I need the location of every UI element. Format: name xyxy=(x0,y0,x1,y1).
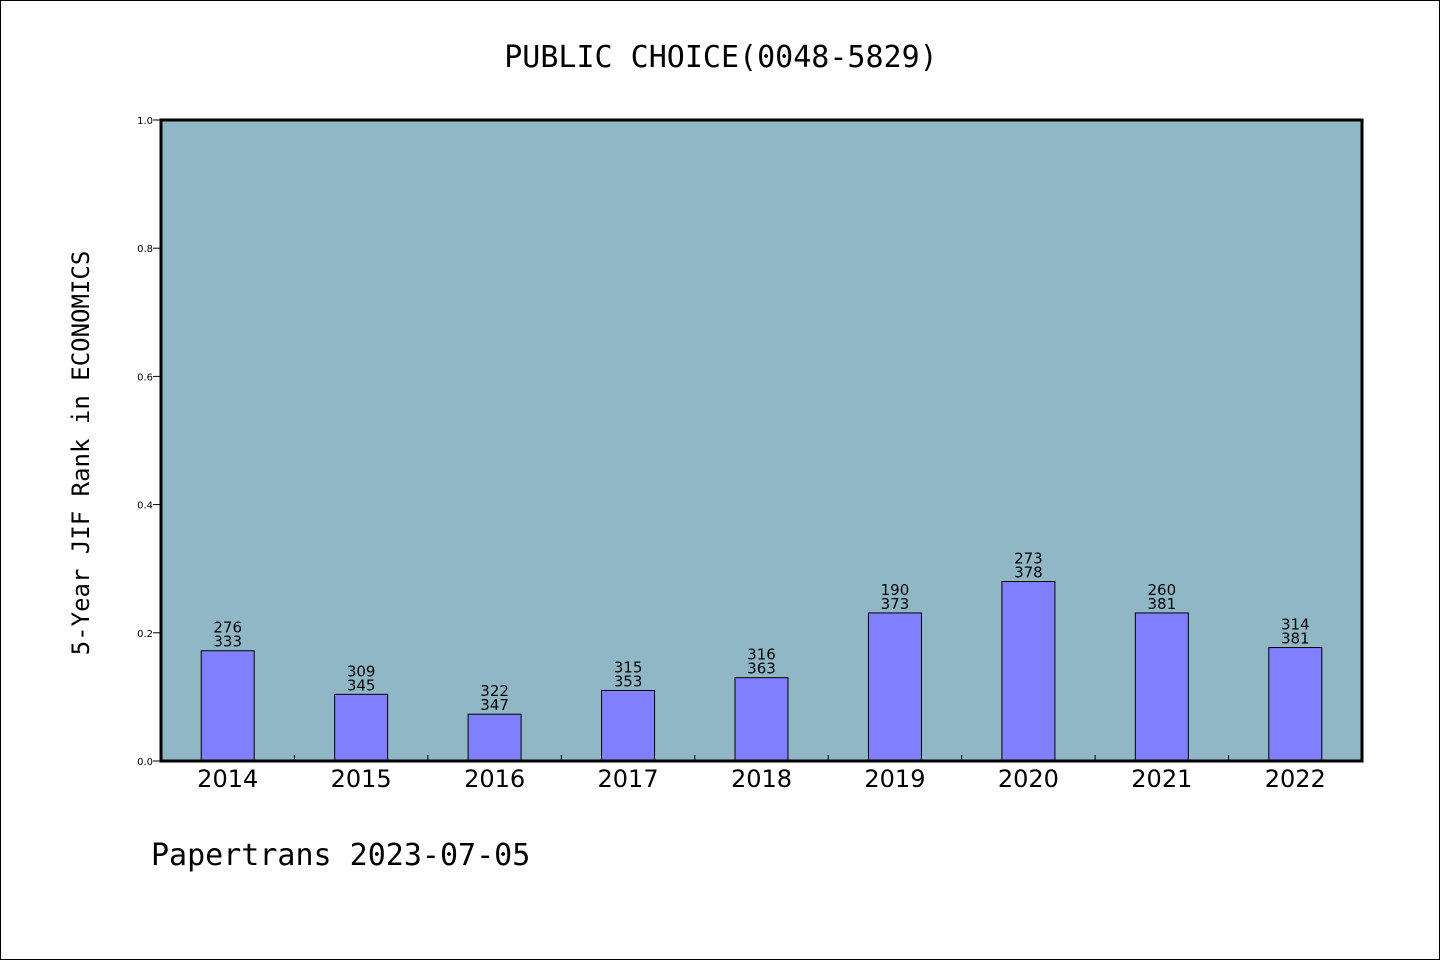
x-tick-label: 2014 xyxy=(197,765,258,793)
bar-2017 xyxy=(601,689,656,762)
data-label-top: 322 xyxy=(480,682,509,700)
data-label-bottom: 333 xyxy=(213,633,242,651)
data-label-bottom: 363 xyxy=(747,660,776,678)
y-tick-label: 0.4 xyxy=(137,501,153,512)
data-label-top: 316 xyxy=(747,646,776,664)
footer-credit: Papertrans 2023-07-05 xyxy=(151,838,530,873)
x-tick-label: 2019 xyxy=(864,765,925,793)
bar-2020 xyxy=(1001,581,1056,762)
bar-2022 xyxy=(1268,647,1323,762)
plot-border xyxy=(159,118,1364,763)
x-tick-label: 2022 xyxy=(1265,765,1326,793)
x-tick-label: 2016 xyxy=(464,765,525,793)
bar-2014 xyxy=(200,650,255,762)
y-tick-label: 0.6 xyxy=(137,372,153,383)
data-label-bottom: 347 xyxy=(480,696,509,714)
y-tick-label: 0.2 xyxy=(137,629,153,640)
data-label-top: 309 xyxy=(347,662,376,680)
bar-2016 xyxy=(467,713,522,762)
data-label-bottom: 353 xyxy=(614,672,643,690)
x-tick-label: 2021 xyxy=(1131,765,1192,793)
x-axis: 2014 2015 2016 2017 2018 2019 2020 2021 2022 xyxy=(197,755,1326,793)
data-label-bottom: 381 xyxy=(1281,630,1310,648)
chart-title: PUBLIC CHOICE(0048-5829) xyxy=(504,40,937,75)
bar-2021 xyxy=(1134,612,1189,762)
data-label-bottom: 373 xyxy=(881,595,910,613)
bar-2015 xyxy=(334,693,389,762)
y-tick-label: 1.0 xyxy=(137,116,153,127)
data-label-top: 190 xyxy=(881,581,910,599)
data-label-top: 273 xyxy=(1014,550,1043,568)
bar-series xyxy=(200,581,1323,762)
bar-2018 xyxy=(734,677,789,762)
bar-2019 xyxy=(867,612,922,762)
data-label-bottom: 378 xyxy=(1014,564,1043,582)
data-label-top: 315 xyxy=(614,658,643,676)
y-axis-label: 5-Year JIF Rank in ECONOMICS xyxy=(67,251,95,656)
data-label-top: 260 xyxy=(1148,581,1177,599)
y-tick-label: 0.0 xyxy=(137,757,153,768)
y-axis: 0.0 0.2 0.4 0.6 0.8 1.0 xyxy=(137,116,161,768)
data-label-top: 276 xyxy=(213,619,242,637)
x-tick-label: 2020 xyxy=(998,765,1059,793)
data-label-bottom: 381 xyxy=(1148,595,1177,613)
x-tick-label: 2015 xyxy=(331,765,392,793)
x-tick-label: 2018 xyxy=(731,765,792,793)
x-tick-label: 2017 xyxy=(598,765,659,793)
y-tick-label: 0.8 xyxy=(137,244,153,255)
data-label-top: 314 xyxy=(1281,616,1310,634)
data-label-bottom: 345 xyxy=(347,676,376,694)
